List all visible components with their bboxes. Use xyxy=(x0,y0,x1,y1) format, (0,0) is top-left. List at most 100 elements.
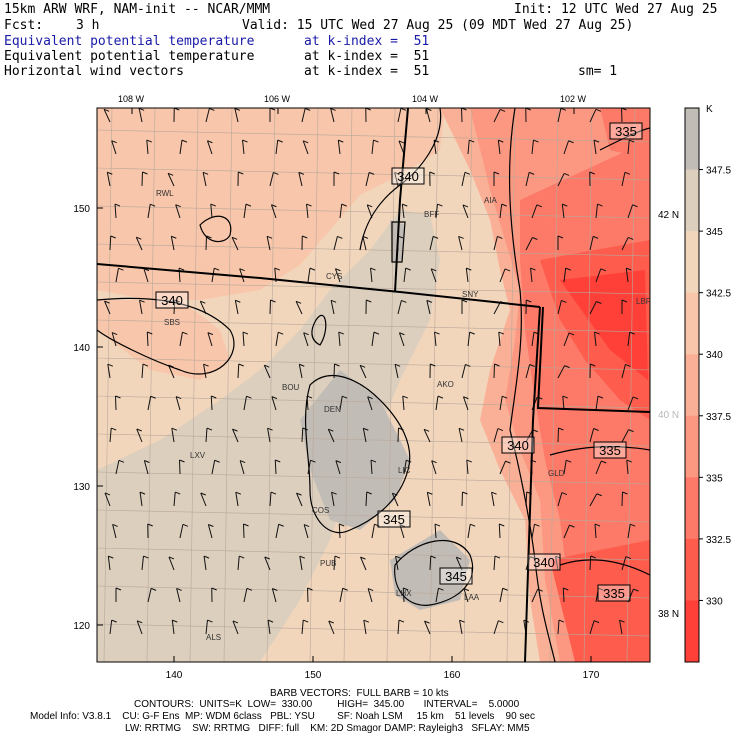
wind-barb xyxy=(491,491,497,507)
contour-label: 335 xyxy=(603,586,625,601)
wind-barb xyxy=(463,588,470,603)
wind-barb xyxy=(359,364,367,379)
wind-barb xyxy=(594,523,601,539)
wind-barb xyxy=(210,203,216,219)
contour-labels: 340 340 340 340 345 345 335 335 335 xyxy=(155,122,643,602)
wind-barb xyxy=(147,587,157,603)
wind-barb xyxy=(425,108,432,123)
wind-barb xyxy=(179,523,189,539)
wind-barb xyxy=(621,429,634,443)
colorbar-tick-label: 330 xyxy=(706,596,723,607)
colorbar-tick-label: 345 xyxy=(706,227,723,238)
wind-barb xyxy=(595,203,603,219)
county-grid xyxy=(97,108,650,662)
city-label: LAA xyxy=(464,593,480,602)
wind-barb xyxy=(627,523,636,539)
wind-barb xyxy=(493,428,504,443)
wind-barb xyxy=(301,235,308,251)
wind-barb xyxy=(330,108,336,123)
wind-barb xyxy=(231,236,239,251)
wind-barb xyxy=(557,427,564,443)
wind-barb xyxy=(557,619,565,635)
wind-barb xyxy=(107,555,114,571)
wind-barb xyxy=(461,363,471,379)
wind-barb xyxy=(531,139,539,155)
longitude-label: 104 W xyxy=(412,94,439,104)
wind-barb xyxy=(467,523,476,539)
city-label: CYS xyxy=(326,272,342,281)
grid-y-label: 120 xyxy=(73,621,90,632)
wind-barb xyxy=(561,203,568,219)
wind-barb xyxy=(237,555,245,571)
wind-barb xyxy=(435,587,444,603)
wind-barb xyxy=(173,491,181,507)
wind-barb xyxy=(147,395,156,411)
axis-ticks xyxy=(97,108,592,662)
wind-barb xyxy=(589,493,602,507)
colorbar-swatch xyxy=(685,169,699,232)
wind-barb xyxy=(365,171,375,187)
colorbar-swatch xyxy=(685,231,699,294)
wind-barb xyxy=(371,139,379,155)
wind-barb xyxy=(462,396,469,411)
wind-barb xyxy=(338,331,344,347)
wind-barb xyxy=(589,363,596,379)
wind-barb xyxy=(461,171,471,187)
wind-barb xyxy=(434,523,441,539)
contour-label-box xyxy=(597,584,631,602)
wind-barb xyxy=(109,619,117,635)
wind-barb xyxy=(424,620,431,635)
wind-barb xyxy=(333,171,340,186)
wind-barb xyxy=(499,203,507,219)
wind-barb xyxy=(593,139,600,155)
field-level-contour: at k-index = 51 xyxy=(304,49,430,64)
field-name-contour: Equivalent potential temperature xyxy=(4,49,255,64)
wind-barb xyxy=(426,299,433,315)
wind-barb xyxy=(595,460,607,475)
wind-barb xyxy=(328,620,335,635)
wind-barb xyxy=(299,555,305,571)
wind-barb xyxy=(589,171,595,187)
wind-barb xyxy=(171,619,178,635)
wind-barb xyxy=(589,555,596,571)
city-label: LIC xyxy=(398,466,411,475)
wind-barb xyxy=(271,396,278,411)
contour-label: 340 xyxy=(533,555,555,570)
contour-label: 340 xyxy=(507,438,529,453)
wind-barb xyxy=(429,363,436,379)
wind-barb xyxy=(397,299,407,315)
wind-barb xyxy=(363,619,369,635)
wind-barb xyxy=(211,587,217,603)
wind-barb xyxy=(200,492,207,507)
wind-barb xyxy=(621,491,628,507)
field-name-wind: Horizontal wind vectors xyxy=(4,64,185,79)
wind-barb xyxy=(107,363,113,379)
wind-barb xyxy=(232,620,239,635)
wind-barb xyxy=(111,332,118,347)
wind-barb xyxy=(525,299,532,315)
longitude-label: 106 W xyxy=(264,94,291,104)
wind-barb xyxy=(171,427,177,443)
wind-barb xyxy=(461,491,468,507)
wind-barb xyxy=(136,428,143,443)
wind-barb xyxy=(621,363,631,379)
wind-barb xyxy=(143,460,150,475)
wind-barb xyxy=(557,299,567,315)
wind-barb xyxy=(264,556,271,571)
city-label: AKO xyxy=(437,380,454,389)
grid-y-label: 140 xyxy=(73,343,90,354)
city-label: RWL xyxy=(156,189,174,198)
wind-barb xyxy=(627,588,639,603)
wind-barb xyxy=(168,364,175,379)
wind-barb xyxy=(589,108,602,123)
city-labels: RWL BFF AIA CYS SNY SBS BOU AKO DEN LIC LXV COS GLD P… xyxy=(156,189,651,642)
wind-barb xyxy=(243,395,252,411)
longitude-label: 108 W xyxy=(118,94,145,104)
colorbar-tick-label: 332.5 xyxy=(706,535,731,546)
wind-barb xyxy=(497,139,504,155)
wind-barb xyxy=(339,395,348,411)
wind-barb xyxy=(531,204,542,219)
colorbar-tick-label: 335 xyxy=(706,473,723,484)
wind-barb xyxy=(403,267,411,283)
